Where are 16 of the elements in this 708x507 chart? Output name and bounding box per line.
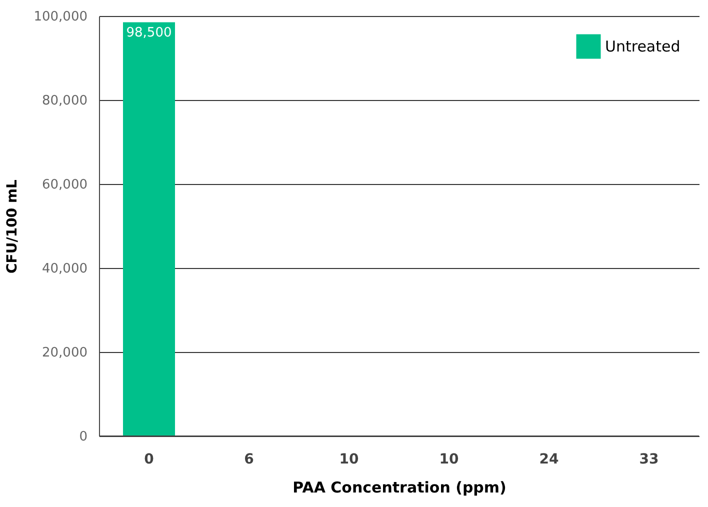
y-tick-label: 100,000 [34, 10, 88, 24]
x-tick-label: 10 [439, 452, 459, 468]
legend-label: Untreated [605, 38, 680, 56]
x-tick-label: 33 [639, 452, 659, 468]
y-axis-title: CFU/100 mL [4, 179, 21, 274]
x-axis-title: PAA Concentration (ppm) [292, 478, 506, 496]
data-label: 98,500 [126, 25, 172, 40]
x-tick-label: 6 [244, 452, 254, 468]
x-tick-label: 0 [144, 452, 154, 468]
y-tick-label: 80,000 [42, 94, 88, 108]
y-tick-label: 60,000 [42, 178, 88, 192]
y-tick-label: 0 [79, 430, 88, 444]
x-tick-label: 10 [339, 452, 359, 468]
x-tick-label: 24 [539, 452, 559, 468]
y-tick-label: 20,000 [42, 346, 88, 360]
y-tick-label: 40,000 [42, 262, 88, 276]
